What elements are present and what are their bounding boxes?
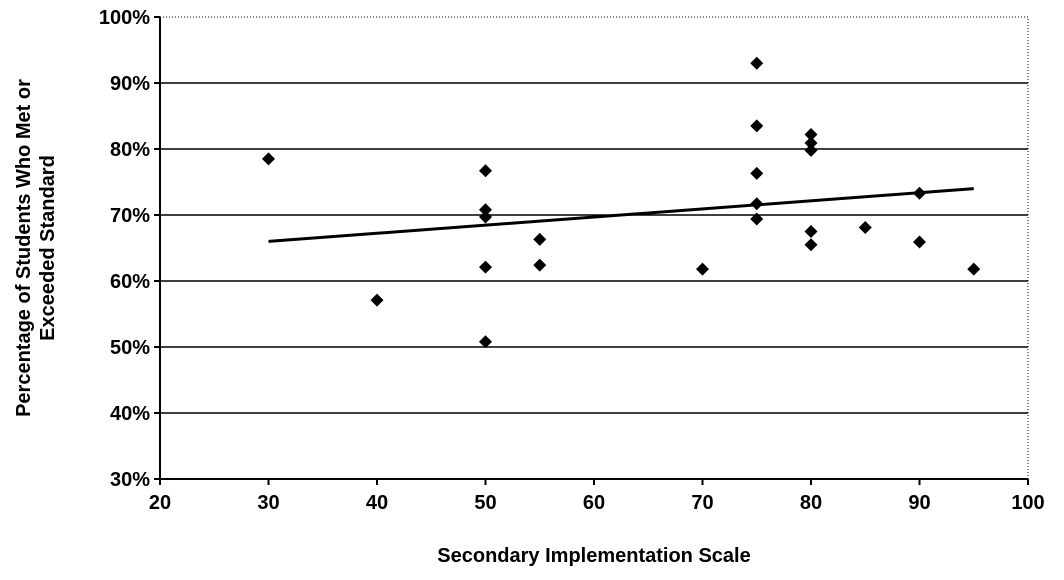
- data-point: [479, 203, 492, 217]
- y-tick-label: 80%: [110, 139, 150, 161]
- plot-area: [159, 16, 1029, 480]
- data-point: [804, 127, 818, 141]
- axes: [154, 16, 1029, 485]
- data-point: [262, 152, 275, 166]
- x-tick-label: 50: [474, 492, 496, 514]
- data-point: [804, 238, 818, 252]
- data-point: [479, 164, 492, 178]
- y-tick-label: 60%: [110, 271, 150, 293]
- y-axis-title-line-2: Exceeded Standard: [37, 155, 59, 341]
- data-point: [370, 293, 384, 307]
- trendline-group: [268, 187, 974, 243]
- x-axis-title: Secondary Implementation Scale: [437, 545, 750, 567]
- y-tick-label: 100%: [99, 7, 150, 29]
- x-tick-label: 100: [1011, 492, 1044, 514]
- data-point: [750, 56, 764, 70]
- data-point: [750, 119, 764, 133]
- y-tick-label: 90%: [110, 73, 150, 95]
- data-point: [804, 136, 818, 150]
- data-point: [479, 210, 492, 224]
- y-axis-title: Percentage of Students Who Met or Exceed…: [13, 79, 59, 417]
- data-points: [262, 56, 981, 349]
- data-point: [750, 166, 764, 180]
- gridlines: [160, 82, 1028, 414]
- data-point: [750, 197, 764, 211]
- y-tick-label: 50%: [110, 337, 150, 359]
- y-tick-label: 30%: [110, 469, 150, 491]
- y-tick-label: 40%: [110, 403, 150, 425]
- data-point: [696, 262, 709, 276]
- data-point: [479, 260, 492, 274]
- x-tick-label: 20: [149, 492, 171, 514]
- x-tick-label: 90: [908, 492, 930, 514]
- x-tick-label: 70: [691, 492, 713, 514]
- data-point: [913, 235, 926, 249]
- y-axis-title-line-1: Percentage of Students Who Met or: [13, 79, 35, 417]
- trendline: [268, 187, 974, 243]
- data-point: [479, 335, 492, 349]
- data-point: [804, 225, 818, 238]
- data-point: [750, 212, 764, 226]
- y-tick-labels: 30% 40% 50% 60% 70% 80% 90% 100%: [99, 7, 150, 491]
- data-point: [804, 143, 818, 157]
- x-tick-label: 80: [800, 492, 822, 514]
- y-tick-label: 70%: [110, 205, 150, 227]
- x-tick-labels: 20 30 40 50 60 70 80 90 100: [149, 492, 1045, 514]
- data-point: [533, 258, 547, 272]
- x-tick-label: 30: [257, 492, 279, 514]
- data-point: [967, 262, 981, 276]
- data-point: [858, 221, 872, 235]
- data-point: [913, 186, 926, 200]
- data-point: [533, 232, 547, 246]
- x-tick-label: 60: [583, 492, 605, 514]
- x-tick-label: 40: [366, 492, 388, 514]
